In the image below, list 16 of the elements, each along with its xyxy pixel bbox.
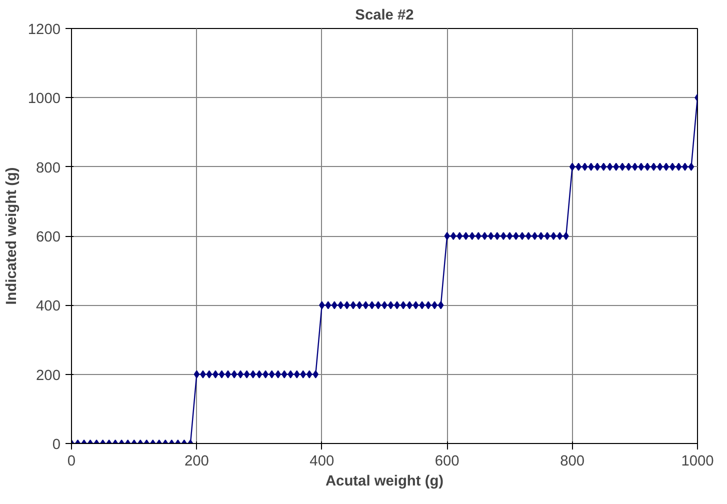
x-tick-label: 1000 — [681, 454, 714, 470]
chart-title: Scale #2 — [355, 8, 414, 24]
x-axis-title: Acutal weight (g) — [325, 474, 444, 490]
y-tick-label: 800 — [36, 160, 61, 176]
x-tick-label: 200 — [184, 454, 209, 470]
y-tick-label: 1200 — [28, 22, 61, 38]
y-axis-title: Indicated weight (g) — [4, 167, 20, 305]
y-tick-label: 600 — [36, 230, 61, 246]
y-tick-label: 400 — [36, 298, 61, 315]
x-tick-label: 600 — [434, 454, 460, 470]
x-tick-label: 400 — [310, 454, 334, 470]
x-tick-label: 0 — [67, 454, 76, 470]
x-tick-label: 800 — [560, 454, 585, 470]
y-tick-label: 0 — [52, 437, 61, 453]
y-tick-label: 1000 — [28, 91, 61, 108]
y-tick-label: 200 — [36, 368, 61, 384]
